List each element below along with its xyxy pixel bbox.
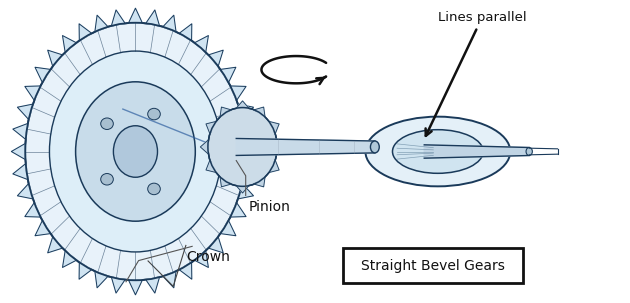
Polygon shape [180,262,192,279]
Text: Straight Bevel Gears: Straight Bevel Gears [361,259,505,273]
Polygon shape [277,140,285,154]
Polygon shape [48,237,62,253]
Polygon shape [220,67,236,82]
Polygon shape [79,262,91,279]
Polygon shape [238,184,253,199]
Polygon shape [236,101,249,108]
Polygon shape [206,122,216,134]
Polygon shape [129,280,142,295]
Polygon shape [163,15,176,32]
Text: Lines parallel: Lines parallel [426,11,526,136]
Polygon shape [48,50,62,66]
Polygon shape [238,104,253,119]
Polygon shape [220,107,231,117]
Polygon shape [269,160,279,172]
Polygon shape [146,10,159,26]
Ellipse shape [49,51,222,252]
Polygon shape [206,160,216,172]
Polygon shape [35,221,50,236]
Polygon shape [200,140,209,154]
Polygon shape [112,10,125,26]
Text: Pinion: Pinion [249,200,290,214]
Polygon shape [25,86,40,100]
Polygon shape [231,86,246,100]
Polygon shape [236,138,375,155]
Polygon shape [236,186,249,193]
Polygon shape [35,67,50,82]
Polygon shape [195,251,209,268]
Ellipse shape [526,148,532,155]
Polygon shape [220,177,231,187]
Polygon shape [243,123,258,139]
Ellipse shape [25,23,246,280]
Polygon shape [254,107,265,117]
Ellipse shape [101,174,113,185]
Polygon shape [209,50,223,66]
Polygon shape [18,184,33,199]
Ellipse shape [392,130,483,173]
Ellipse shape [370,141,379,153]
Polygon shape [195,35,209,52]
Polygon shape [163,271,176,288]
Polygon shape [95,15,108,32]
Polygon shape [231,203,246,217]
Ellipse shape [147,183,160,195]
Polygon shape [254,177,265,187]
Polygon shape [424,145,529,158]
Polygon shape [11,143,25,160]
Text: Crown: Crown [186,250,230,264]
Polygon shape [246,143,260,160]
Polygon shape [79,24,91,41]
Polygon shape [62,35,76,52]
Polygon shape [243,164,258,180]
Polygon shape [129,8,142,23]
Polygon shape [18,104,33,119]
Ellipse shape [365,117,510,186]
Ellipse shape [76,82,195,221]
Polygon shape [95,271,108,288]
Polygon shape [269,122,279,134]
Ellipse shape [113,126,158,177]
Polygon shape [220,221,236,236]
Ellipse shape [101,118,113,129]
Polygon shape [13,123,28,139]
Polygon shape [112,277,125,293]
Polygon shape [25,203,40,217]
Polygon shape [209,237,223,253]
Polygon shape [146,277,159,293]
Polygon shape [180,24,192,41]
Bar [343,248,523,283]
Ellipse shape [147,108,160,120]
Ellipse shape [208,108,277,186]
Polygon shape [13,164,28,180]
Polygon shape [62,251,76,268]
